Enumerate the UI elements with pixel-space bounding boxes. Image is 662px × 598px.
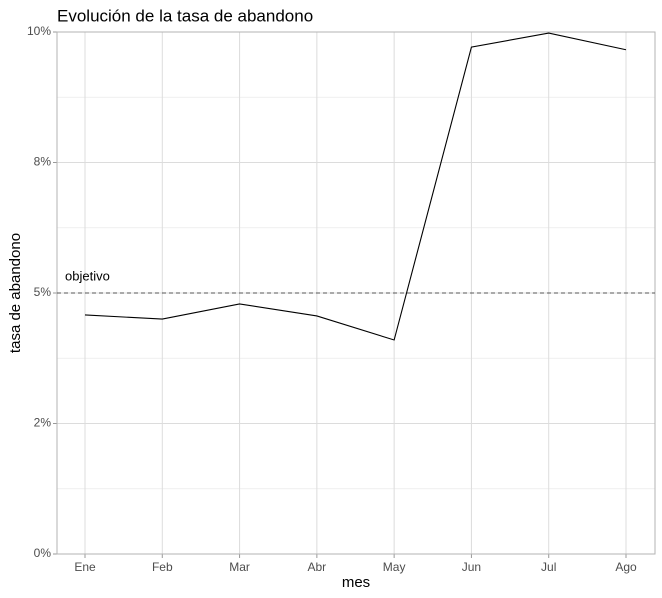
x-tick-label: Feb bbox=[152, 560, 173, 574]
x-tick-label: Ene bbox=[74, 560, 96, 574]
x-tick-label: May bbox=[383, 560, 406, 574]
chart-title: Evolución de la tasa de abandono bbox=[57, 6, 313, 25]
y-tick-label: 10% bbox=[27, 24, 51, 38]
x-tick-label: Jul bbox=[541, 560, 556, 574]
data-line bbox=[84, 32, 627, 341]
y-tick-label: 5% bbox=[34, 285, 52, 299]
y-tick-label: 0% bbox=[34, 546, 52, 560]
target-label: objetivo bbox=[65, 268, 110, 283]
y-tick-label: 2% bbox=[34, 416, 52, 430]
x-tick-label: Ago bbox=[615, 560, 637, 574]
y-tick-label: 8% bbox=[34, 155, 52, 169]
x-tick-label: Abr bbox=[308, 560, 327, 574]
x-axis-label: mes bbox=[342, 574, 370, 591]
x-tick-label: Jun bbox=[462, 560, 481, 574]
y-axis-label: tasa de abandono bbox=[7, 233, 24, 353]
x-tick-label: Mar bbox=[229, 560, 250, 574]
